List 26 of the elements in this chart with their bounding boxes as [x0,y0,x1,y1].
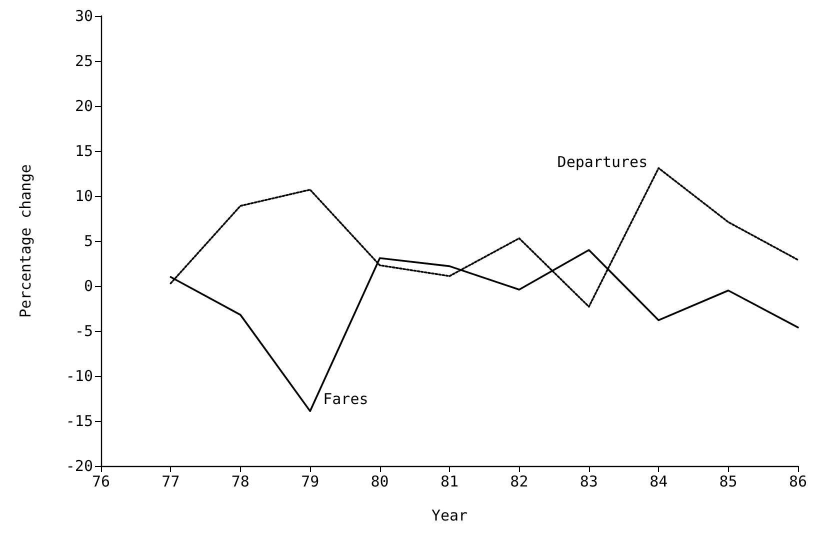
x-tick-label: 77 [162,472,180,490]
x-tick-label: 85 [719,472,738,490]
x-tick-label: 76 [92,472,110,490]
y-tick-label: -10 [66,367,93,385]
x-tick-label: 82 [510,472,528,490]
x-axis-title: Year [431,506,468,524]
x-tick-label: 84 [650,472,668,490]
series-label: Departures [557,153,648,172]
y-tick-label: 30 [74,7,93,25]
y-tick-label: 10 [74,187,93,205]
y-tick-label: -15 [66,412,93,430]
series-label: Fares [323,390,368,408]
x-tick-label: 86 [788,472,808,490]
y-tick-label: -5 [74,322,93,340]
x-tick-label: 81 [440,472,459,490]
x-tick-label: 78 [231,472,250,490]
x-tick-label: 79 [301,472,320,490]
y-tick-label: 0 [84,277,93,295]
y-tick-label: 20 [74,97,93,115]
x-tick-label: 83 [580,472,598,490]
x-tick-label: 80 [370,472,389,490]
y-axis-title: Percentage change [16,164,34,318]
y-tick-label: 25 [74,52,93,70]
y-tick-label: 5 [84,232,93,250]
y-tick-label: 15 [74,142,93,160]
y-tick-label: -20 [66,457,93,475]
